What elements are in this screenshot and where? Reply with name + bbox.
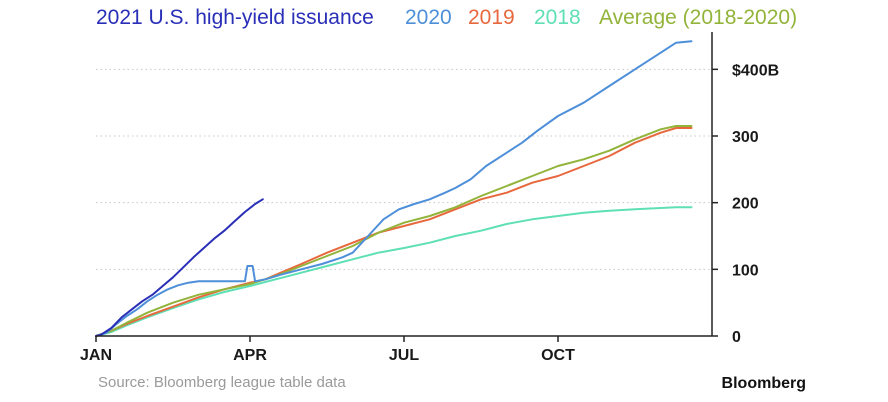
series-line-average	[95, 125, 693, 337]
x-tick-label: JUL	[389, 347, 419, 364]
series-line-2021	[95, 198, 264, 337]
axes: JAN APR JUL OCT 0 100 200 300 $400B	[80, 32, 779, 364]
legend: 2021 U.S. high-yield issuance 2020 2019 …	[96, 6, 797, 29]
series-lines	[95, 40, 693, 337]
gridlines	[96, 68, 712, 270]
y-tick-label: 200	[732, 196, 759, 213]
x-tick-label: APR	[233, 347, 267, 364]
legend-item-2018: 2018	[534, 6, 581, 29]
bloomberg-logo: Bloomberg	[722, 375, 806, 392]
y-tick-label: 300	[732, 129, 759, 146]
series-line-2020	[95, 40, 693, 337]
series-line-2018	[95, 206, 693, 337]
source-note: Source: Bloomberg league table data	[98, 374, 346, 391]
y-tick-label: 100	[732, 262, 759, 279]
y-tick-label: 0	[732, 329, 741, 346]
legend-item-average: Average (2018-2020)	[599, 6, 797, 29]
x-tick-label: OCT	[541, 347, 575, 364]
y-tick-label: $400B	[732, 62, 779, 79]
legend-item-2020: 2020	[405, 6, 452, 29]
legend-item-2019: 2019	[468, 6, 515, 29]
x-tick-label: JAN	[80, 347, 112, 364]
legend-item-2021: 2021 U.S. high-yield issuance	[96, 6, 374, 29]
